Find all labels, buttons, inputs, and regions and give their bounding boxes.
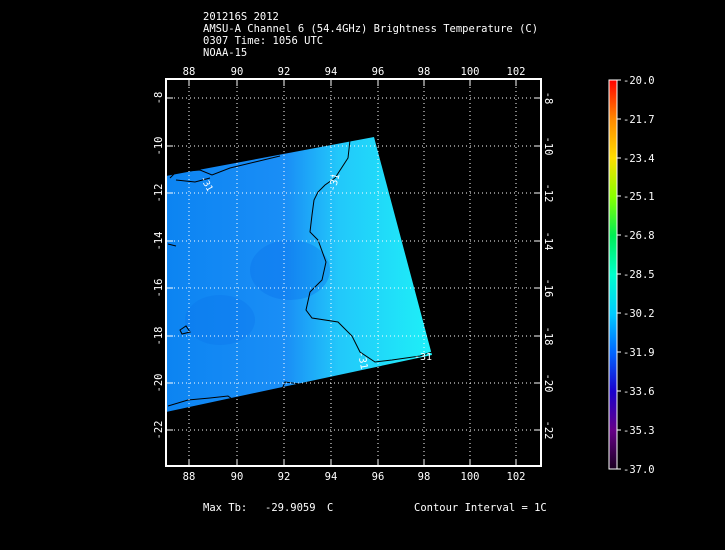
lon-label-bottom: 92 xyxy=(278,471,291,483)
contour-line xyxy=(305,139,433,363)
lon-label-top: 90 xyxy=(231,66,244,78)
contour-label: -31 xyxy=(414,352,432,363)
axis-ticks xyxy=(166,79,541,466)
contour-line xyxy=(279,379,336,395)
lon-label-bottom: 96 xyxy=(372,471,385,483)
lat-label-right: -12 xyxy=(542,184,554,203)
lon-label-top: 98 xyxy=(418,66,431,78)
lat-label-left: -16 xyxy=(153,279,165,298)
max-tb-unit: C xyxy=(327,502,334,514)
colorbar-label: -21.7 xyxy=(623,114,655,126)
colorbar-label: -33.6 xyxy=(623,386,655,398)
colorbar-label: -25.1 xyxy=(623,191,655,203)
contour-line xyxy=(167,243,177,247)
lat-label-right: -16 xyxy=(542,279,554,298)
colorbar-label: -30.2 xyxy=(623,308,655,320)
lon-label-top: 88 xyxy=(183,66,196,78)
contour-interval: Contour Interval = 1C xyxy=(414,502,547,514)
time-title: 0307 Time: 1056 UTC xyxy=(203,35,324,47)
colorbar-label: -23.4 xyxy=(623,153,655,165)
lat-label-left: -20 xyxy=(153,374,165,393)
lon-label-top: 94 xyxy=(325,66,338,78)
lat-label-left: -8 xyxy=(153,92,165,105)
lat-label-left: -12 xyxy=(153,184,165,203)
lat-label-left: -18 xyxy=(153,327,165,346)
contour-label: -31 xyxy=(355,351,369,371)
lon-label-bottom: 88 xyxy=(183,471,196,483)
lon-label-top: 92 xyxy=(278,66,291,78)
satellite-title: NOAA-15 xyxy=(203,47,248,59)
colorbar-label: -28.5 xyxy=(623,269,655,281)
map-frame xyxy=(165,78,542,467)
lat-label-right: -18 xyxy=(542,327,554,346)
contour-line xyxy=(175,177,211,183)
lat-label-right: -20 xyxy=(542,374,554,393)
contour-line xyxy=(394,193,400,200)
contour-line xyxy=(179,325,191,335)
lat-label-right: -10 xyxy=(542,137,554,156)
colorbar-ticks xyxy=(617,79,621,470)
lat-label-left: -10 xyxy=(153,137,165,156)
colorbar-label: -26.8 xyxy=(623,230,655,242)
product-title: 201216S 2012 xyxy=(203,11,279,23)
max-tb-label: Max Tb: xyxy=(203,502,248,514)
colorbar-label: -31.9 xyxy=(623,347,655,359)
lat-label-left: -14 xyxy=(153,232,165,251)
grid-lines xyxy=(166,79,541,466)
contour-line xyxy=(167,395,237,407)
colorbar-label: -37.0 xyxy=(623,464,655,476)
lon-label-bottom: 90 xyxy=(231,471,244,483)
lon-label-top: 100 xyxy=(461,66,480,78)
lat-label-left: -22 xyxy=(153,421,165,440)
colorbar xyxy=(609,80,617,469)
lon-label-top: 102 xyxy=(507,66,526,78)
lat-label-right: -14 xyxy=(542,232,554,251)
max-tb-value: -29.9059 xyxy=(265,502,316,514)
channel-title: AMSU-A Channel 6 (54.4GHz) Brightness Te… xyxy=(203,23,539,35)
lon-label-bottom: 98 xyxy=(418,471,431,483)
colorbar-label: -35.3 xyxy=(623,425,655,437)
lon-label-bottom: 102 xyxy=(507,471,526,483)
lon-label-bottom: 100 xyxy=(461,471,480,483)
colorbar-label: -20.0 xyxy=(623,75,655,87)
contour-line xyxy=(169,155,281,179)
lon-label-bottom: 94 xyxy=(325,471,338,483)
lat-label-right: -8 xyxy=(542,92,554,105)
data-swath xyxy=(166,137,432,412)
lon-label-top: 96 xyxy=(372,66,385,78)
lat-label-right: -22 xyxy=(542,421,554,440)
